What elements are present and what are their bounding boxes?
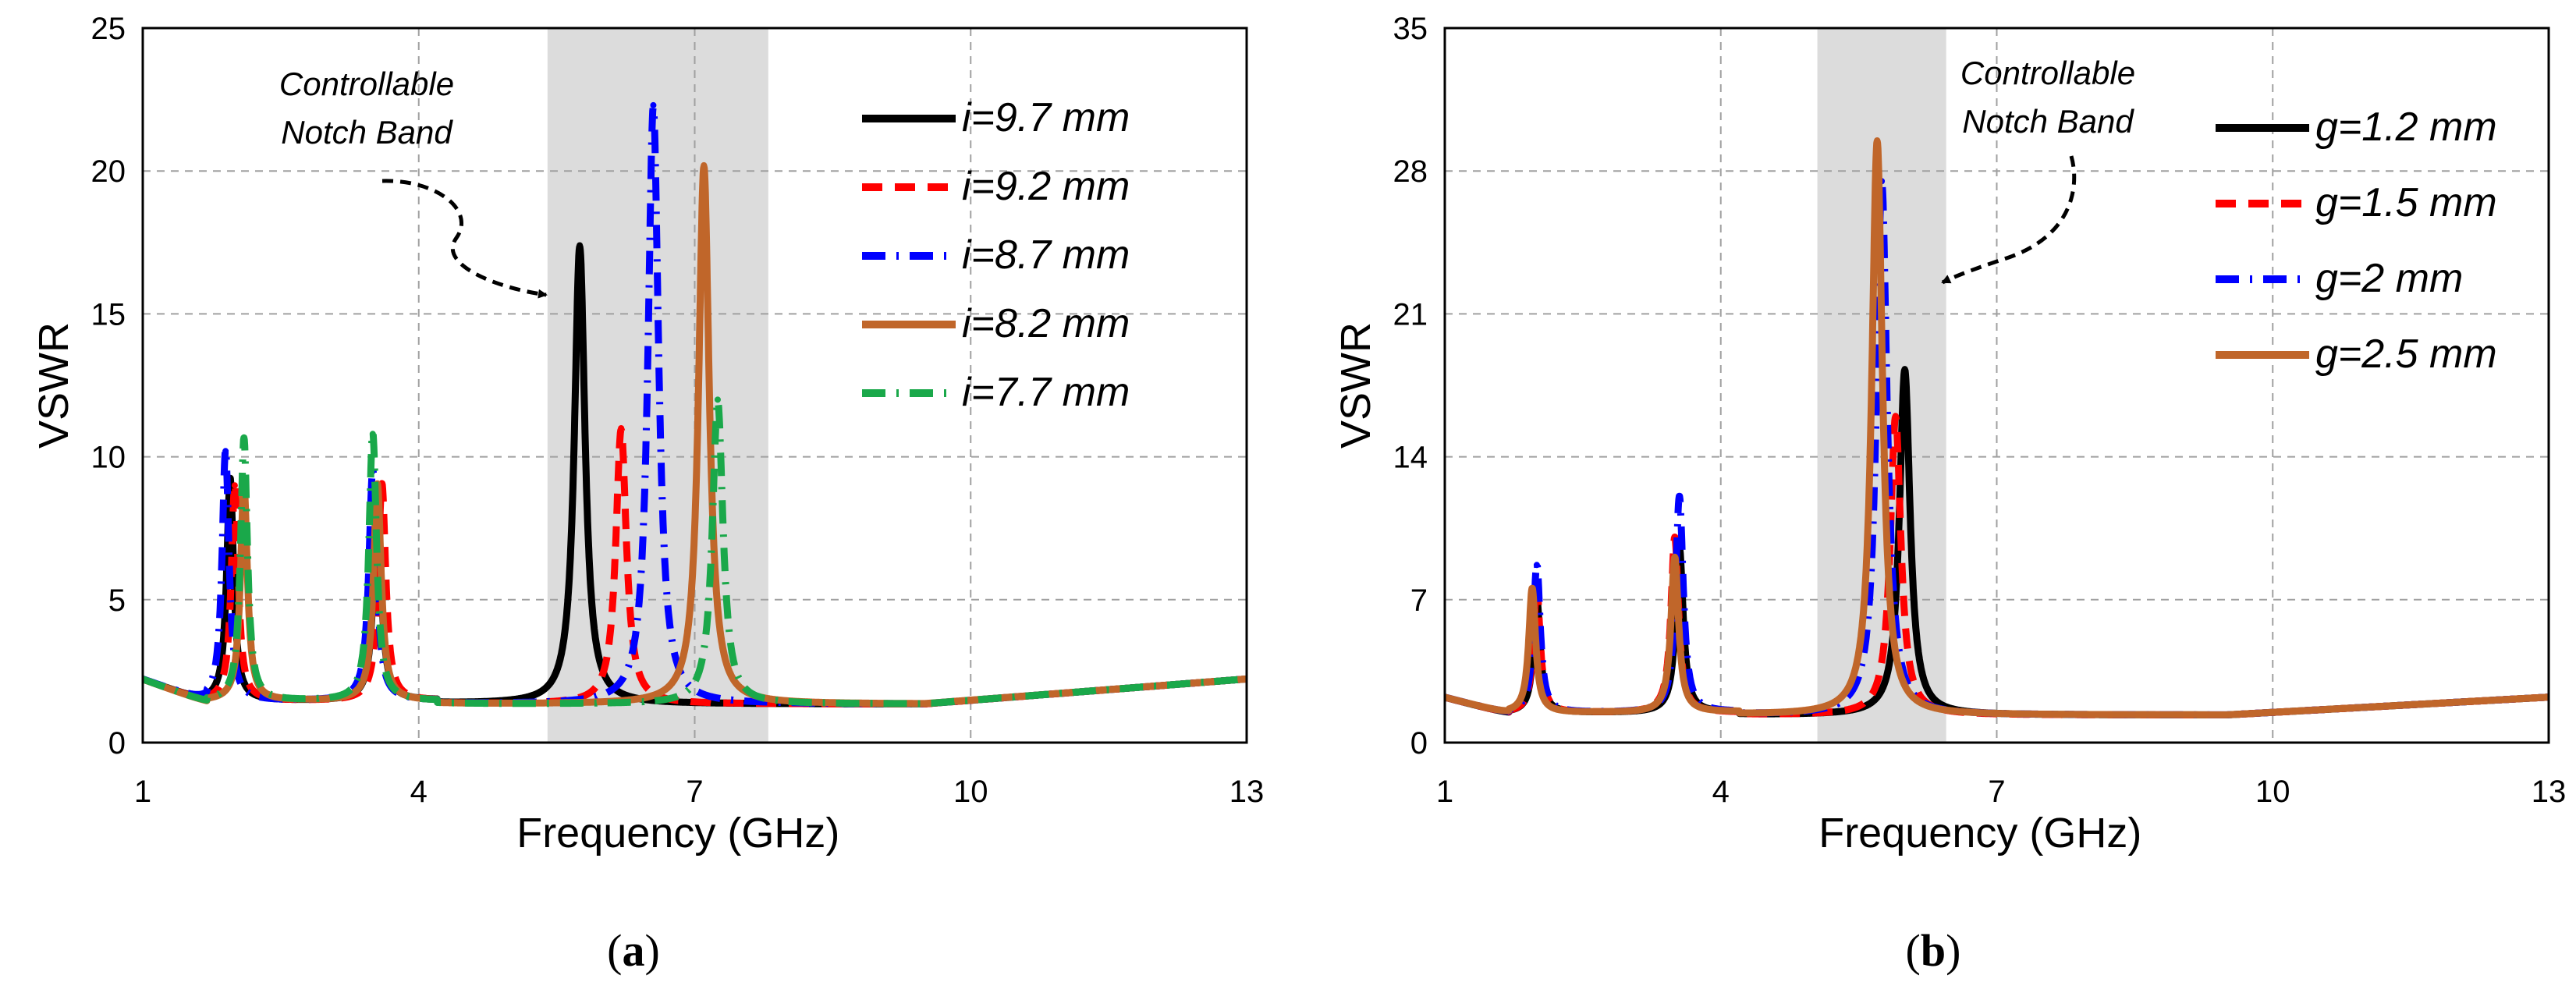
annotation-text: Notch Band — [281, 114, 453, 151]
peak-point — [1892, 413, 1899, 420]
y-tick-label: 14 — [1393, 441, 1428, 475]
x-tick-label: 4 — [410, 775, 428, 809]
legend-label: g=2 mm — [2315, 256, 2463, 301]
peak-point — [714, 396, 721, 403]
peak-point — [231, 482, 238, 489]
panel-label: (b) — [1906, 925, 1961, 976]
x-tick-label: 1 — [134, 775, 151, 809]
peak-point — [240, 436, 247, 443]
peak-point — [1671, 555, 1678, 562]
plot-frame — [141, 27, 1248, 744]
annotation-text: Controllable — [1960, 55, 2135, 91]
y-tick-label: 10 — [91, 441, 126, 475]
peak-point — [1529, 586, 1536, 593]
peak-point — [1901, 366, 1908, 373]
x-tick-label: 1 — [1436, 775, 1453, 809]
y-axis-label: VSWR — [30, 322, 77, 449]
x-tick-label: 10 — [953, 775, 988, 809]
peak-point — [369, 431, 376, 438]
peak-point — [618, 424, 625, 431]
y-tick-label: 21 — [1393, 297, 1428, 332]
annotation-text: Notch Band — [1962, 103, 2134, 140]
y-axis-label: VSWR — [1332, 322, 1379, 449]
peak-point — [577, 242, 584, 249]
y-tick-label: 0 — [1410, 726, 1428, 761]
x-tick-label: 10 — [2255, 775, 2290, 809]
peak-point — [701, 161, 708, 168]
legend-label: g=1.5 mm — [2315, 180, 2497, 225]
y-tick-label: 20 — [91, 154, 126, 189]
legend-label: i=8.2 mm — [962, 301, 1130, 346]
peak-point — [1874, 137, 1881, 144]
series-line-i-8-2-mm — [143, 163, 1247, 708]
y-tick-label: 5 — [108, 583, 126, 618]
legend-label: i=9.7 mm — [962, 95, 1130, 140]
annotation-arrow — [1941, 155, 2077, 285]
y-tick-label: 7 — [1410, 583, 1428, 618]
y-tick-label: 0 — [108, 726, 126, 761]
x-axis-label: Frequency (GHz) — [1818, 810, 2141, 856]
x-tick-label: 7 — [686, 775, 703, 809]
x-tick-label: 13 — [1229, 775, 1265, 809]
peak-point — [650, 101, 657, 108]
y-tick-label: 28 — [1393, 154, 1428, 189]
panel-label: (a) — [607, 925, 660, 976]
annotation-text: Controllable — [279, 66, 454, 102]
plot-frame — [1443, 27, 2550, 744]
x-tick-label: 13 — [2532, 775, 2567, 809]
chart-panel-a: 0 5 10 15 20 25 1 4 7 10 13 Frequency (GHz) VSWR i=9.… — [30, 12, 1264, 976]
peak-point — [1533, 562, 1540, 569]
y-tick-label: 25 — [91, 12, 126, 46]
legend-label: g=1.2 mm — [2315, 105, 2497, 150]
annotation-arrow — [381, 179, 548, 299]
legend-label: g=2.5 mm — [2315, 332, 2497, 377]
peak-point — [1676, 494, 1683, 501]
legend-label: i=8.7 mm — [962, 232, 1130, 278]
x-tick-label: 7 — [1988, 775, 2005, 809]
y-tick-label: 15 — [91, 297, 126, 332]
legend-label: i=9.2 mm — [962, 164, 1130, 209]
legend-label: i=7.7 mm — [962, 370, 1130, 415]
x-tick-label: 4 — [1712, 775, 1730, 809]
series-line-g-2-5-mm — [1445, 137, 2549, 718]
peak-point — [222, 448, 229, 455]
x-axis-label: Frequency (GHz) — [516, 810, 839, 856]
y-tick-label: 35 — [1393, 12, 1428, 46]
